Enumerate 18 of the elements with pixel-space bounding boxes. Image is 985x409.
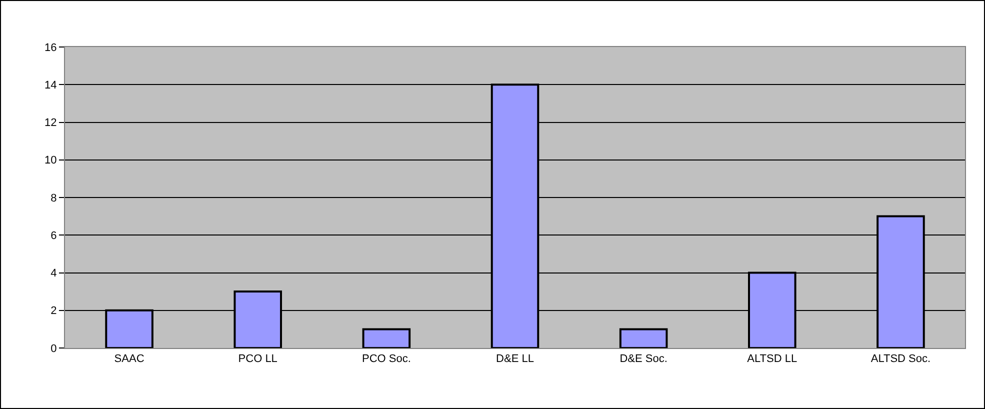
y-tick-label: 12 — [44, 117, 57, 130]
x-tick-label: PCO Soc. — [362, 353, 411, 366]
x-tick-label: ALTSD LL — [747, 353, 798, 366]
bar — [362, 328, 411, 348]
x-tick-label: D&E LL — [496, 353, 534, 366]
y-tick-label: 8 — [50, 192, 57, 204]
x-tick-label: D&E Soc. — [620, 353, 668, 366]
y-tick-label: 14 — [44, 79, 57, 92]
y-tick-label: 16 — [44, 42, 57, 54]
y-tick-label: 0 — [50, 342, 57, 355]
x-tick-label: SAAC — [114, 353, 144, 366]
y-tick-label: 2 — [50, 305, 57, 318]
y-tick-label: 4 — [50, 268, 57, 280]
y-tick-label: 6 — [50, 230, 57, 242]
x-tick-label: PCO LL — [238, 353, 278, 366]
bar — [619, 328, 668, 348]
y-tick-label: 10 — [44, 154, 57, 167]
x-tick-label: ALTSD Soc. — [870, 353, 931, 366]
